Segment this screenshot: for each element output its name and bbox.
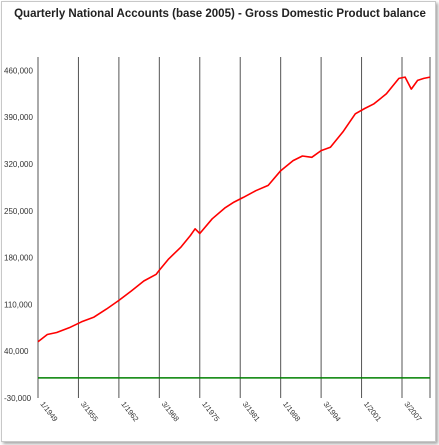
x-tick-label: 1/1988 <box>281 400 302 424</box>
y-tick-label: 250,000 <box>4 207 33 216</box>
x-tick-label: 1/1949 <box>38 400 59 424</box>
x-tick-label: 3/1994 <box>322 400 343 424</box>
x-tick-label: 3/1981 <box>241 400 262 424</box>
x-tick-label: 1/1975 <box>200 400 221 424</box>
series-line-gdp <box>37 76 431 343</box>
y-tick-label: 460,000 <box>4 66 33 75</box>
x-tick-label: 3/2007 <box>402 400 423 424</box>
x-axis: 1/1949 3/1955 1/1962 3/1968 1/1975 3/1981 1/19… <box>38 400 423 424</box>
y-tick-label: 180,000 <box>4 254 33 263</box>
grid <box>37 57 431 398</box>
x-tick-label: 1/1962 <box>119 400 140 424</box>
x-tick-label: 3/1968 <box>160 400 181 424</box>
y-tick-label: 110,000 <box>4 300 33 309</box>
y-tick-label: -30,000 <box>4 394 32 403</box>
y-tick-label: 40,000 <box>4 347 29 356</box>
x-tick-label: 1/2001 <box>362 400 383 424</box>
y-tick-label: 320,000 <box>4 160 33 169</box>
chart-title: Quarterly National Accounts (base 2005) … <box>14 8 426 20</box>
y-tick-label: 390,000 <box>4 113 33 122</box>
y-axis: 460,000 390,000 320,000 250,000 180,000 110,0… <box>4 66 33 403</box>
x-tick-label: 3/1955 <box>79 400 100 424</box>
series-layer <box>37 76 431 379</box>
